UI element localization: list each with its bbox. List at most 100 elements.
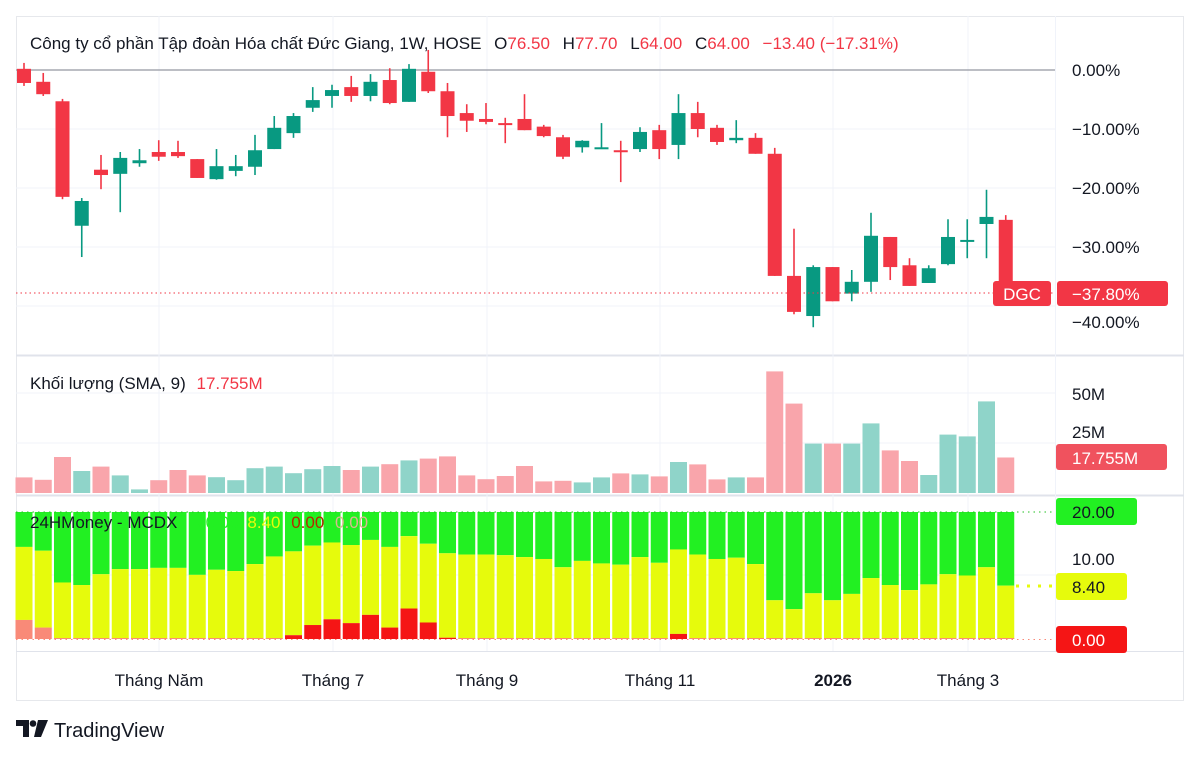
volume-bars — [15, 371, 1015, 493]
tradingview-logo-icon[interactable] — [16, 720, 48, 737]
mcdx-green-bar — [439, 512, 456, 554]
volume-bar — [939, 434, 957, 493]
mcdx-yellow-bar — [400, 536, 418, 609]
volume-bar — [708, 479, 726, 493]
candle-body-up — [575, 140, 590, 148]
mcdx-green-bar — [804, 512, 822, 594]
price-tick: −30.00% — [1072, 238, 1140, 257]
candle-body-up — [941, 236, 955, 265]
candle-body-down — [171, 152, 185, 157]
candle-body-down — [690, 113, 705, 129]
mcdx-yellow-bar — [188, 574, 206, 639]
candle-body-up — [729, 137, 744, 141]
candle-body-up — [979, 216, 994, 224]
mcdx-green-bar — [246, 512, 264, 565]
volume-bar — [727, 477, 745, 493]
volume-badge-text: 17.755M — [1072, 449, 1138, 468]
mcdx-red-bar — [747, 638, 764, 639]
mcdx-green-bar — [766, 512, 784, 601]
mcdx-value-red: 0.00 — [291, 513, 324, 532]
mcdx-green-bar — [73, 512, 91, 586]
mcdx-red-bar — [381, 627, 399, 639]
mcdx-value-yellow: 8.40 — [247, 513, 280, 532]
mcdx-red-bar — [131, 638, 148, 639]
mcdx-yellow-bar — [843, 593, 861, 639]
mcdx-green-bar — [650, 512, 668, 563]
mcdx-red-bar — [439, 637, 456, 639]
volume-bar — [766, 371, 784, 493]
mcdx-red-bar — [15, 619, 33, 639]
mcdx-red-bar — [573, 638, 591, 639]
volume-bar — [169, 470, 187, 493]
mcdx-red-bar — [73, 638, 91, 639]
mcdx-red-bar — [862, 638, 880, 639]
mcdx-green-bar — [15, 512, 33, 547]
mcdx-legend: 24HMoney - MCDX 20.00 8.40 0.00 0.00 — [30, 513, 368, 532]
time-tick: Tháng 11 — [625, 671, 696, 690]
candle-body-down — [536, 126, 551, 137]
mcdx-label: 24HMoney - MCDX — [30, 513, 177, 532]
mcdx-red-bar — [516, 638, 533, 639]
price-tick: −40.00% — [1072, 313, 1140, 332]
volume-bar — [439, 456, 456, 493]
candle-body-up — [844, 281, 859, 294]
mcdx-green-bar — [131, 512, 148, 570]
volume-bar — [901, 461, 918, 493]
volume-bar — [304, 469, 322, 493]
mcdx-green-bar — [862, 512, 880, 579]
tradingview-brand[interactable]: TradingView — [54, 720, 165, 742]
mcdx-yellow-bar — [131, 569, 148, 639]
candle-body-down — [902, 265, 917, 286]
mcdx-red-bar — [111, 638, 129, 639]
mcdx-green-bar — [978, 512, 995, 568]
mcdx-yellow-bar — [920, 584, 938, 639]
mcdx-value-salmon: 0.00 — [335, 513, 368, 532]
mcdx-yellow-bar — [477, 554, 495, 639]
mcdx-green-bar — [458, 512, 476, 555]
mcdx-yellow-bar — [15, 546, 33, 620]
mcdx-green-bar — [843, 512, 861, 594]
volume-bar — [400, 460, 418, 493]
candle-body-down — [151, 152, 166, 157]
mcdx-red-bar — [612, 638, 630, 639]
mcdx-green-bar — [208, 512, 225, 570]
mcdx-red-bar — [419, 622, 437, 639]
mcdx-yellow-bar — [419, 543, 437, 623]
time-tick: Tháng 3 — [937, 671, 999, 690]
mcdx-red-bar — [881, 638, 899, 639]
mcdx-red-bar — [169, 638, 187, 639]
volume-bar — [265, 466, 283, 493]
volume-bar — [881, 450, 899, 493]
price-tick: −10.00% — [1072, 120, 1140, 139]
mcdx-tick: 10.00 — [1072, 550, 1115, 569]
candle-body-down — [382, 80, 397, 104]
mcdx-green-bar — [54, 512, 71, 583]
mcdx-yellow-bar — [997, 585, 1015, 639]
mcdx-yellow-bar — [92, 574, 110, 639]
mcdx-red-bar — [208, 638, 225, 639]
mcdx-yellow-bar — [535, 558, 553, 639]
volume-bar — [285, 473, 302, 493]
mcdx-red-bar — [477, 638, 495, 639]
candle-body-up — [921, 268, 936, 283]
mcdx-green-bar — [747, 512, 764, 565]
mcdx-yellow-bar — [169, 567, 187, 639]
last-price-badge-text: −37.80% — [1072, 285, 1140, 304]
mcdx-green-bar — [496, 512, 514, 556]
mcdx-green-bar — [785, 512, 803, 610]
mcdx-green-bar — [689, 512, 707, 555]
mcdx-yellow-bar — [265, 556, 283, 639]
mcdx-green-bar — [304, 512, 322, 546]
mcdx-yellow-bar — [766, 600, 784, 639]
candlesticks — [17, 49, 1013, 328]
mcdx-red-bar — [188, 638, 206, 639]
volume-bar — [785, 403, 803, 493]
volume-bar — [978, 401, 995, 493]
mcdx-green-bar — [400, 512, 418, 537]
candle-body-up — [132, 160, 147, 164]
mcdx-yellow-bar — [747, 564, 764, 639]
candle-body-down — [17, 68, 31, 83]
mcdx-green-bar — [708, 512, 726, 559]
volume-legend: Khối lượng (SMA, 9) 17.755M — [30, 374, 263, 393]
